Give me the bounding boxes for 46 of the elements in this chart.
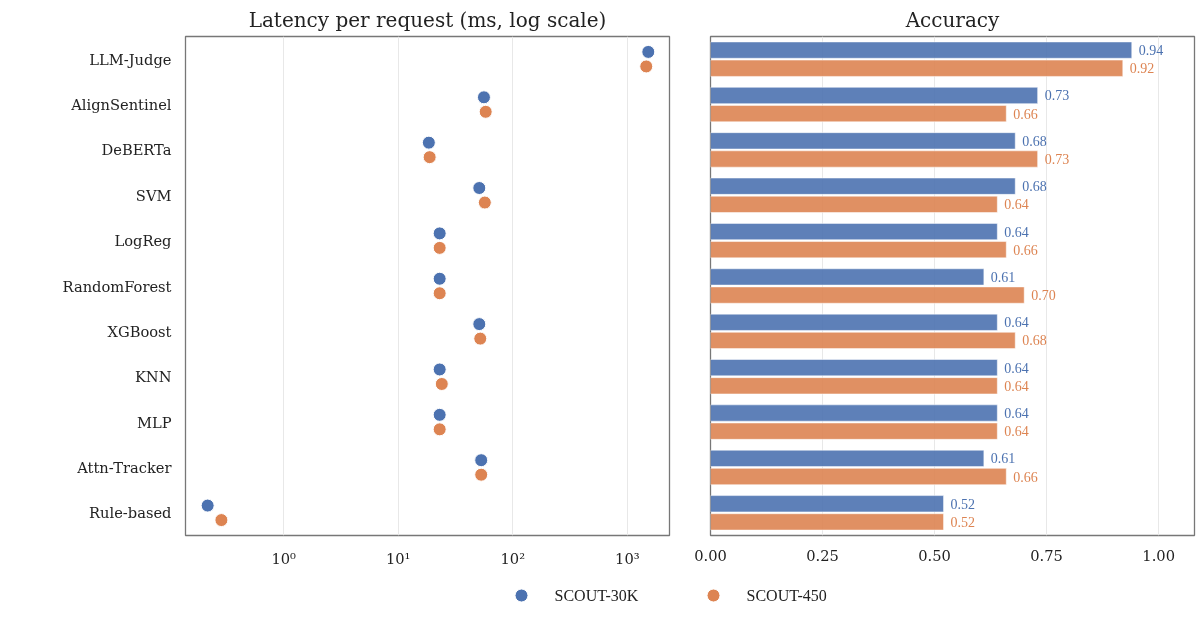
- legend-label: SCOUT-30K: [554, 587, 639, 604]
- data-label: 0.66: [1013, 106, 1038, 122]
- x-tick-label: 1.00: [1142, 546, 1175, 564]
- y-tick-label: LogReg: [114, 232, 172, 250]
- y-tick-label: XGBoost: [107, 322, 172, 340]
- x-tick-label: 10²: [500, 549, 526, 567]
- data-label: 0.64: [1004, 378, 1029, 394]
- data-label: 0.68: [1022, 333, 1047, 349]
- data-label: 0.64: [1004, 406, 1029, 422]
- y-tick-label: AlignSentinel: [70, 96, 172, 114]
- data-label: 0.92: [1129, 61, 1155, 77]
- data-label: 0.61: [990, 451, 1016, 467]
- data-label: 0.52: [950, 496, 976, 512]
- data-label: 0.52: [950, 514, 976, 530]
- data-label: 0.64: [1004, 224, 1029, 240]
- data-label: 0.61: [990, 269, 1016, 285]
- x-tick-label: 0.75: [1030, 546, 1063, 564]
- y-tick-label: LLM-Judge: [89, 50, 172, 68]
- data-label: 0.64: [1004, 360, 1029, 376]
- chart-title: Latency per request (ms, log scale): [248, 7, 607, 32]
- data-label: 0.73: [1044, 151, 1070, 167]
- y-tick-label: Rule-based: [89, 504, 172, 522]
- data-label: 0.73: [1044, 88, 1070, 104]
- chart-title: Accuracy: [904, 7, 1001, 32]
- x-tick-label: 0.00: [694, 546, 727, 564]
- y-tick-label: RandomForest: [62, 277, 172, 295]
- y-tick-label: MLP: [136, 413, 172, 431]
- x-tick-label: 10³: [615, 549, 640, 567]
- y-tick-label: KNN: [134, 368, 172, 386]
- data-label: 0.68: [1022, 133, 1047, 149]
- data-label: 0.64: [1004, 424, 1029, 440]
- data-label: 0.66: [1013, 469, 1038, 485]
- legend-label: SCOUT-450: [746, 587, 827, 604]
- x-tick-label: 0.25: [806, 546, 839, 564]
- data-label: 0.70: [1031, 288, 1056, 304]
- y-tick-label: DeBERTa: [101, 141, 172, 159]
- data-label: 0.66: [1013, 242, 1038, 258]
- x-tick-label: 10¹: [385, 549, 411, 567]
- x-tick-label: 10⁰: [271, 549, 297, 567]
- y-tick-label: Attn-Tracker: [76, 458, 172, 476]
- y-tick-label: SVM: [135, 186, 172, 204]
- data-label: 0.64: [1004, 197, 1029, 213]
- data-label: 0.94: [1138, 43, 1164, 59]
- data-label: 0.64: [1004, 315, 1029, 331]
- data-label: 0.68: [1022, 179, 1047, 195]
- x-tick-label: 0.50: [918, 546, 951, 564]
